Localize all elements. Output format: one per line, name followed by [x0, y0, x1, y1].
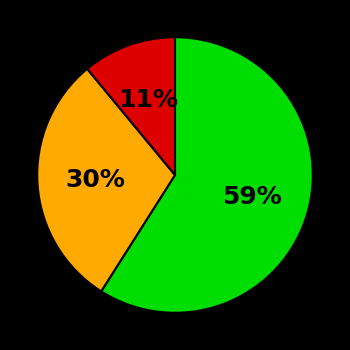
Text: 59%: 59% [222, 185, 282, 209]
Text: 30%: 30% [65, 168, 125, 192]
Wedge shape [87, 37, 175, 175]
Wedge shape [101, 37, 313, 313]
Wedge shape [37, 69, 175, 291]
Text: 11%: 11% [118, 88, 178, 112]
